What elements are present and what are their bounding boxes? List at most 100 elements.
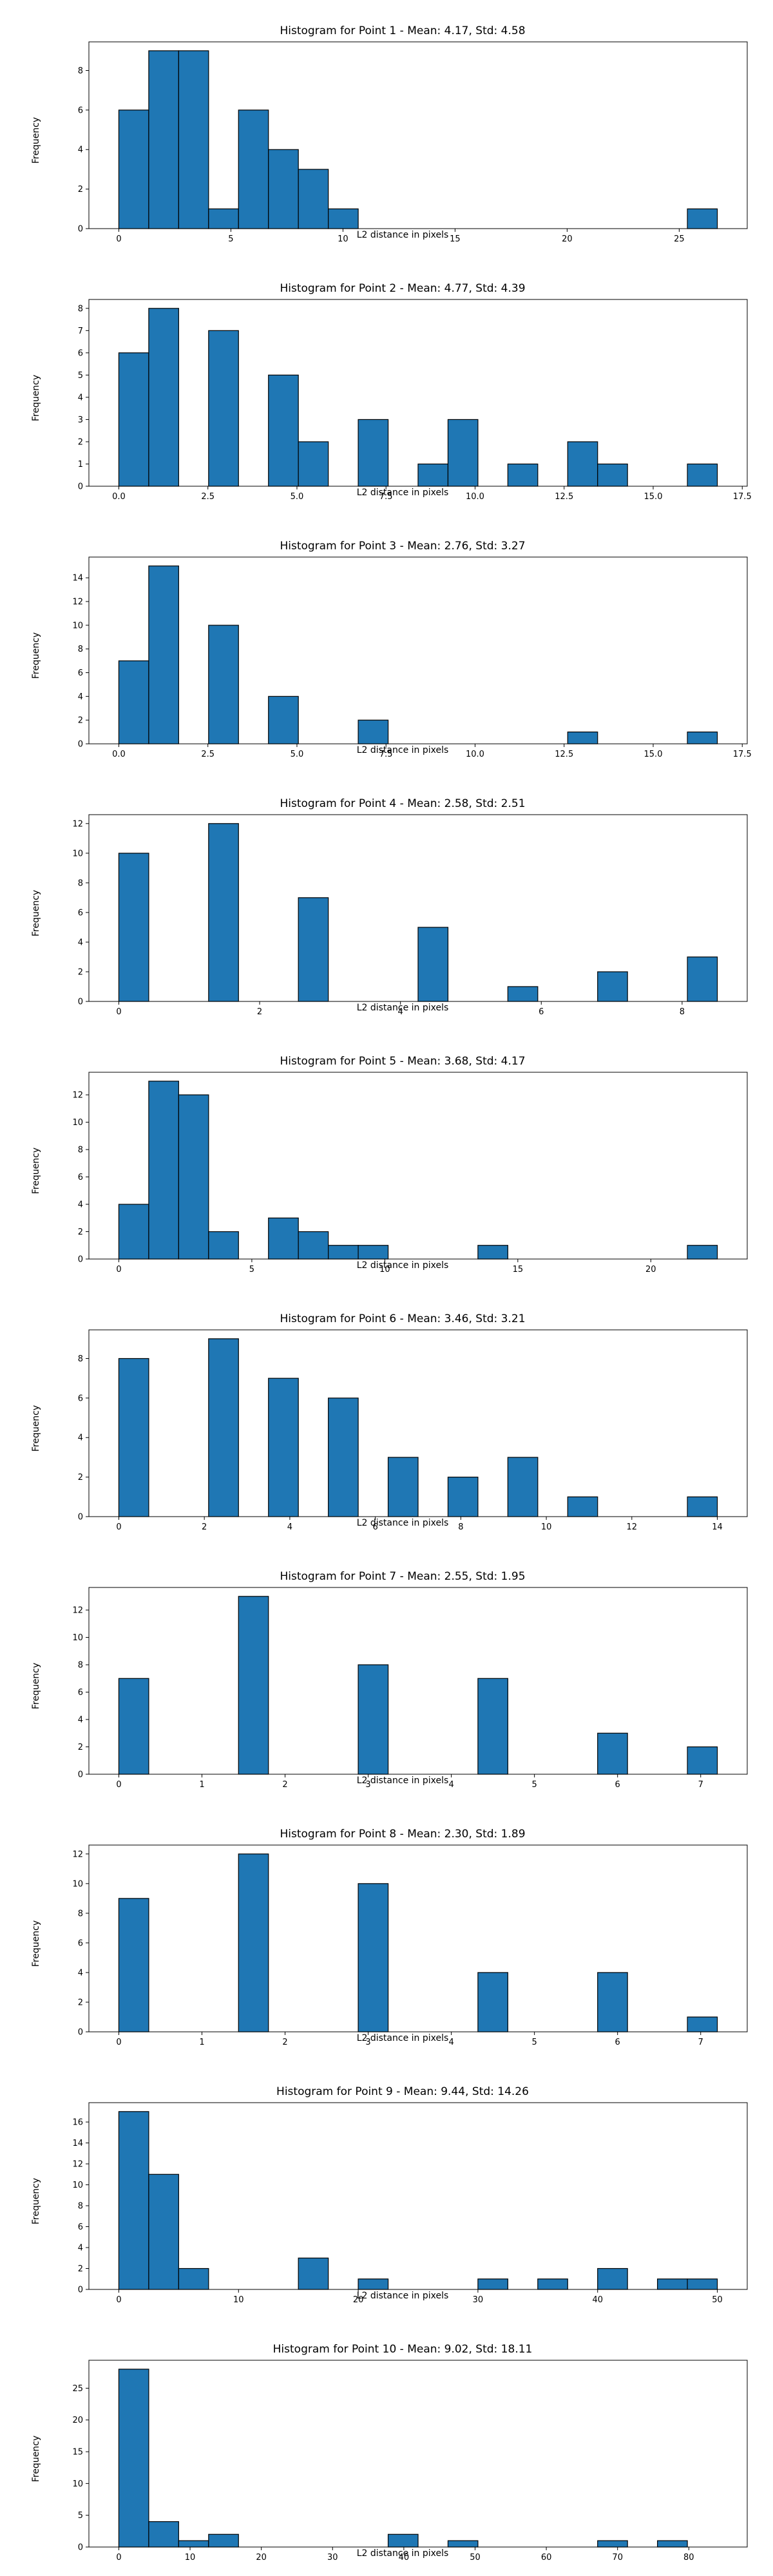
y-tick-label: 10 [72,1633,83,1643]
histogram-bar [298,2257,329,2290]
y-tick-label: 20 [72,2416,83,2425]
histogram-plot: 0.0 2.5 5.0 7.5 10.0 12.5 15.0 17.5 0 1 2 3 4 5 6 7 8 [78,299,752,502]
x-tick-label: 2 [282,2038,287,2047]
y-tick-label: 4 [78,2244,83,2253]
histogram-bar [178,50,209,229]
histogram-bar [118,2369,149,2548]
x-tick-label: 15 [513,1265,524,1274]
histogram-plot: 0 5 10 15 20 0 2 4 6 8 10 12 [72,1072,748,1274]
x-tick-label: 30 [327,2553,338,2562]
histogram-bar [567,441,598,487]
y-tick-label: 4 [78,938,83,947]
histogram-bar [358,1883,389,2032]
histogram-bar [178,1094,209,1260]
x-tick-label: 12.5 [555,492,573,502]
histogram-bar [687,463,718,487]
histogram-bar [118,660,149,744]
chart-title: Histogram for Point 5 - Mean: 3.68, Std:… [280,1055,526,1068]
y-tick-label: 2 [78,967,83,977]
histogram-bar [687,731,718,744]
x-tick-label: 10 [185,2553,196,2562]
y-tick-label: 6 [78,908,83,918]
x-tick-label: 12.5 [555,750,573,759]
x-tick-label: 15 [450,234,461,244]
histogram-plot: 0 10 20 30 40 50 60 70 80 0 5 10 15 20 25 [72,2360,748,2562]
y-tick-label: 10 [72,849,83,858]
y-axis-label: Frequency [31,2177,41,2225]
x-tick-label: 7 [698,1780,703,1790]
y-tick-label: 15 [72,2448,83,2458]
histogram-bar [178,2540,209,2548]
y-tick-label: 4 [78,1200,83,1210]
histogram-bar [447,2540,479,2548]
y-tick-label: 0 [78,225,83,234]
x-axis-label: L2 distance in pixels [356,1518,449,1528]
y-tick-label: 5 [78,2511,83,2521]
y-tick-label: 8 [78,1354,83,1364]
x-tick-label: 4 [448,2038,453,2047]
chart-title: Histogram for Point 4 - Mean: 2.58, Std:… [280,797,526,810]
x-tick-label: 10.0 [466,750,484,759]
x-tick-label: 8 [458,1522,463,1532]
x-tick-label: 20 [645,1265,656,1274]
x-tick-label: 10 [541,1522,552,1532]
plot-frame [88,1844,748,2032]
y-tick-label: 4 [78,1968,83,1978]
x-tick-label: 2 [257,1007,262,1017]
x-tick-label: 5.0 [291,492,304,502]
histogram-bar [298,169,329,229]
y-tick-label: 10 [72,621,83,630]
x-tick-label: 80 [683,2553,694,2562]
histogram-bar [118,1898,149,2032]
x-tick-label: 8 [680,1007,685,1017]
histogram-bar [298,897,329,1002]
y-tick-label: 8 [78,304,83,314]
y-tick-label: 4 [78,1716,83,1725]
histogram-plot: 0 10 20 30 40 50 0 2 4 6 8 10 12 14 16 [72,2102,748,2305]
x-tick-label: 3 [365,1780,370,1790]
x-tick-label: 7 [698,2038,703,2047]
histogram-plot: 0 2 4 6 8 0 2 4 6 8 10 12 [72,814,748,1017]
y-tick-label: 6 [78,1394,83,1403]
x-tick-label: 12 [627,1522,638,1532]
histogram-bar [208,208,239,229]
histogram-bar [268,696,299,744]
histogram-bar [118,1358,149,1517]
histogram-bar [687,2278,718,2290]
y-tick-label: 0 [78,740,83,750]
y-tick-label: 4 [78,692,83,702]
x-tick-label: 4 [287,1522,292,1532]
histogram-bar [118,1678,149,1775]
histogram-bar [387,2533,419,2548]
histogram-bar [507,463,539,487]
plot-frame [88,41,748,229]
y-tick-label: 4 [78,146,83,155]
x-axis-label: L2 distance in pixels [356,745,449,755]
x-tick-label: 6 [615,2038,620,2047]
histogram-bar [417,463,449,487]
histogram-bar [687,1496,718,1517]
y-tick-label: 16 [72,2118,83,2128]
histogram-bar [597,1972,628,2032]
plot-frame [88,1329,748,1517]
x-tick-label: 10 [379,1265,390,1274]
x-tick-label: 2 [202,1522,207,1532]
chart-title: Histogram for Point 10 - Mean: 9.02, Std… [272,2343,533,2356]
x-tick-label: 5 [532,1780,537,1790]
histogram-bar [208,625,239,744]
x-tick-label: 14 [712,1522,723,1532]
x-tick-label: 40 [399,2553,410,2562]
x-tick-label: 3 [365,2038,370,2047]
histogram-bar [328,208,359,229]
chart-title: Histogram for Point 8 - Mean: 2.30, Std:… [280,1828,526,1841]
x-axis-label: L2 distance in pixels [356,2033,449,2043]
histogram-bar [597,463,628,487]
y-tick-label: 6 [78,106,83,115]
x-tick-label: 0 [116,2295,121,2305]
histogram-plot: 0 5 10 15 20 25 0 2 4 6 8 [78,41,748,244]
histogram-bar [238,1853,269,2032]
histogram-bar [208,823,239,1002]
histogram-bar [238,1596,269,1775]
histogram-bar [358,419,389,487]
